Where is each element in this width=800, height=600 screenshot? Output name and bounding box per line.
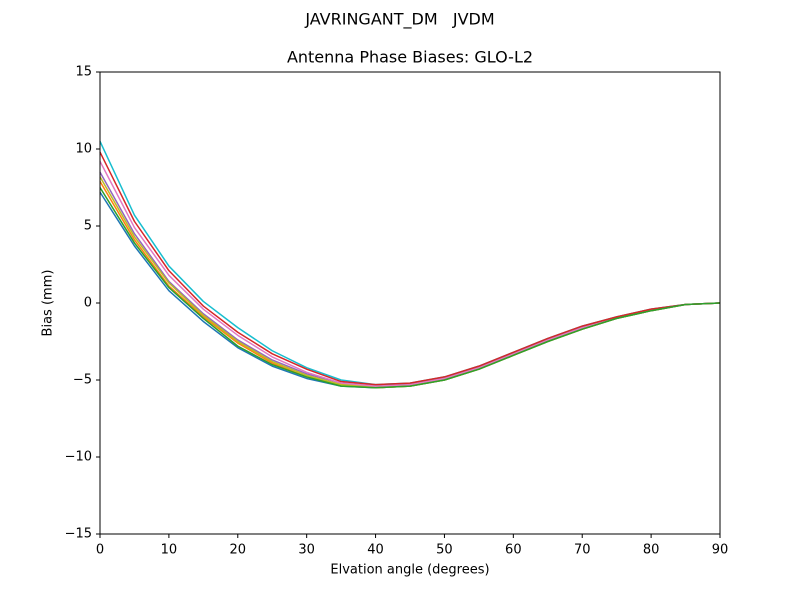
x-tick-label: 30 [298,543,315,558]
x-tick-label: 0 [96,543,104,558]
chart-title: Antenna Phase Biases: GLO-L2 [287,48,533,67]
suptitle: JAVRINGANT_DM JVDM [304,10,494,30]
series-line [99,180,721,389]
x-tick-label: 20 [230,543,247,558]
x-tick-label: 50 [436,543,453,558]
x-tick-label: 40 [367,543,384,558]
y-tick-label: −5 [73,373,92,388]
series-line [99,151,721,386]
x-tick-label: 90 [712,543,729,558]
series-line [99,160,721,387]
y-tick-label: 10 [75,142,92,157]
y-tick-label: 15 [75,65,92,80]
y-tick-label: −10 [65,450,92,465]
x-axis-label: Elvation angle (degrees) [330,563,489,578]
x-tick-label: 60 [505,543,522,558]
x-tick-label: 10 [161,543,178,558]
y-tick-label: 0 [84,296,92,311]
y-tick-label: 5 [84,219,92,234]
y-tick-label: −15 [65,527,92,542]
series-line [99,140,721,386]
plot-frame [99,71,721,535]
y-axis-label: Bias (mm) [41,270,56,337]
series-line [99,187,721,389]
x-tick-label: 70 [574,543,591,558]
series-line [99,171,721,387]
x-tick-label: 80 [643,543,660,558]
series-line [99,176,721,389]
